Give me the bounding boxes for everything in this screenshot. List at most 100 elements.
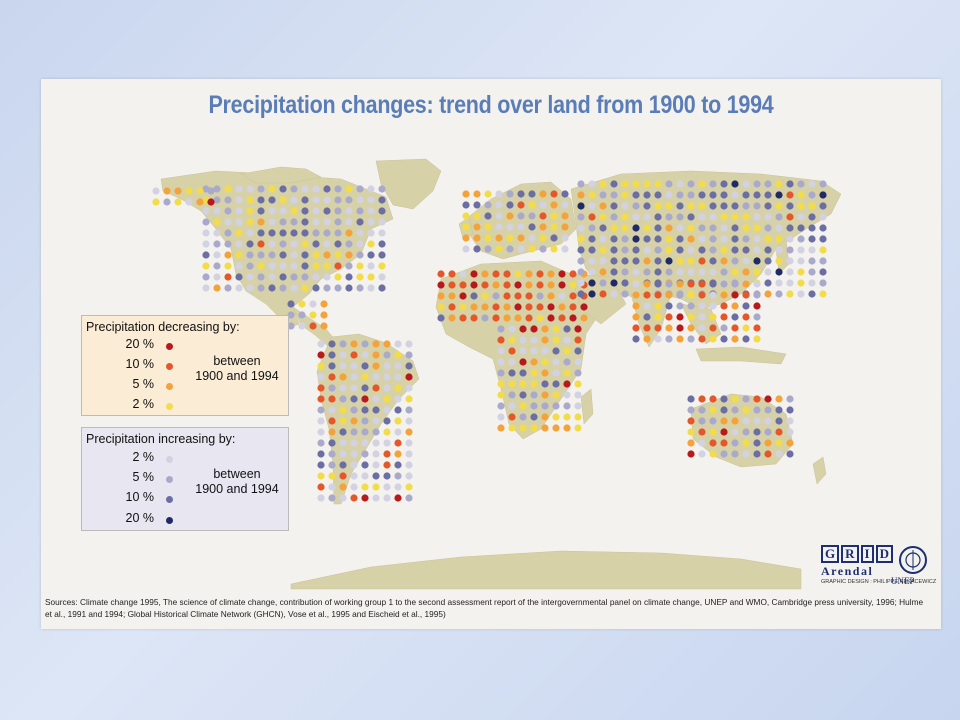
precipitation-dot xyxy=(508,402,516,410)
precipitation-dot xyxy=(345,229,353,237)
legend-dot-orange xyxy=(166,383,173,390)
precipitation-dot xyxy=(350,461,358,469)
precipitation-dot xyxy=(569,303,577,311)
precipitation-dot xyxy=(394,406,402,414)
precipitation-dot xyxy=(213,229,221,237)
map-title: Precipitation changes: trend over land f… xyxy=(208,91,774,119)
precipitation-dot xyxy=(720,428,728,436)
precipitation-dot xyxy=(577,213,585,221)
precipitation-dot xyxy=(372,439,380,447)
precipitation-dot xyxy=(709,246,717,254)
precipitation-dot xyxy=(753,202,761,210)
precipitation-dot xyxy=(367,273,375,281)
legend-increasing-title: Precipitation increasing by: xyxy=(86,432,236,446)
precipitation-dot xyxy=(599,191,607,199)
precipitation-dot xyxy=(298,311,306,319)
precipitation-dot xyxy=(808,235,816,243)
precipitation-dot xyxy=(312,185,320,193)
precipitation-dot xyxy=(323,240,331,248)
precipitation-dot xyxy=(665,302,673,310)
precipitation-dot xyxy=(753,213,761,221)
precipitation-dot xyxy=(720,180,728,188)
legend-label: 20 % xyxy=(125,337,155,351)
precipitation-dot xyxy=(317,472,325,480)
precipitation-dot xyxy=(235,207,243,215)
precipitation-dot xyxy=(339,450,347,458)
precipitation-dot xyxy=(819,268,827,276)
precipitation-dot xyxy=(539,190,547,198)
precipitation-dot xyxy=(552,325,560,333)
precipitation-dot xyxy=(797,213,805,221)
precipitation-dot xyxy=(687,450,695,458)
precipitation-dot xyxy=(541,325,549,333)
precipitation-dot xyxy=(301,196,309,204)
precipitation-dot xyxy=(334,273,342,281)
precipitation-dot xyxy=(731,191,739,199)
precipitation-dot xyxy=(654,302,662,310)
precipitation-dot xyxy=(152,198,160,206)
precipitation-dot xyxy=(775,450,783,458)
precipitation-dot xyxy=(224,251,232,259)
precipitation-dot xyxy=(731,224,739,232)
precipitation-dot xyxy=(550,190,558,198)
precipitation-dot xyxy=(621,202,629,210)
precipitation-dot xyxy=(709,280,717,288)
precipitation-dot xyxy=(207,187,215,195)
precipitation-dot xyxy=(563,358,571,366)
precipitation-dot xyxy=(753,191,761,199)
precipitation-dot xyxy=(202,273,210,281)
precipitation-dot xyxy=(350,439,358,447)
precipitation-dot xyxy=(378,262,386,270)
precipitation-dot xyxy=(709,335,717,343)
precipitation-dot xyxy=(207,198,215,206)
precipitation-dot xyxy=(698,406,706,414)
landmass-antarctica xyxy=(290,550,802,590)
precipitation-dot xyxy=(235,218,243,226)
precipitation-dot xyxy=(536,270,544,278)
precipitation-dot xyxy=(437,303,445,311)
precipitation-dot xyxy=(709,268,717,276)
precipitation-dot xyxy=(317,373,325,381)
precipitation-dot xyxy=(514,292,522,300)
precipitation-dot xyxy=(709,180,717,188)
precipitation-dot xyxy=(742,417,750,425)
precipitation-dot xyxy=(361,461,369,469)
precipitation-dot xyxy=(775,439,783,447)
precipitation-dot xyxy=(786,235,794,243)
precipitation-dot xyxy=(786,224,794,232)
precipitation-dot xyxy=(775,428,783,436)
precipitation-dot xyxy=(517,212,525,220)
precipitation-dot xyxy=(323,262,331,270)
precipitation-dot xyxy=(448,270,456,278)
precipitation-dot xyxy=(709,450,717,458)
precipitation-dot xyxy=(383,472,391,480)
precipitation-dot xyxy=(312,284,320,292)
precipitation-dot xyxy=(558,270,566,278)
precipitation-dot xyxy=(312,196,320,204)
precipitation-dot xyxy=(290,196,298,204)
precipitation-dot xyxy=(563,325,571,333)
precipitation-dot xyxy=(731,246,739,254)
precipitation-dot xyxy=(530,380,538,388)
unep-emblem-icon xyxy=(899,546,927,574)
precipitation-dot xyxy=(378,240,386,248)
precipitation-dot xyxy=(279,218,287,226)
precipitation-dot xyxy=(676,213,684,221)
precipitation-dot xyxy=(665,213,673,221)
precipitation-dot xyxy=(508,424,516,432)
precipitation-dot xyxy=(372,362,380,370)
precipitation-dot xyxy=(246,218,254,226)
world-map xyxy=(152,158,842,590)
precipitation-dot xyxy=(698,224,706,232)
precipitation-dot xyxy=(610,290,618,298)
precipitation-dot xyxy=(361,406,369,414)
precipitation-dot xyxy=(808,202,816,210)
precipitation-dot xyxy=(437,270,445,278)
precipitation-dot xyxy=(552,391,560,399)
precipitation-dot xyxy=(574,391,582,399)
precipitation-dot xyxy=(317,395,325,403)
precipitation-dot xyxy=(519,336,527,344)
logo-letter: I xyxy=(860,545,874,563)
precipitation-dot xyxy=(643,191,651,199)
